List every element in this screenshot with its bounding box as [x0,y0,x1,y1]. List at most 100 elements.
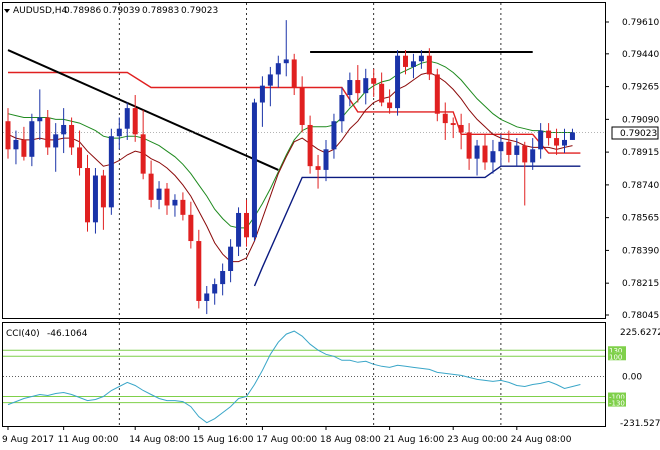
candle-body [474,145,480,159]
candle [426,48,432,81]
time-tick-label: 24 Aug 08:00 [511,435,572,445]
candle-body [108,136,114,208]
candle-body [538,130,544,150]
candle [554,128,560,155]
candle [236,207,242,257]
price-tick-label: 0.79440 [622,50,659,60]
candle [92,168,98,234]
candle-body [61,124,67,135]
candle-body [100,175,106,208]
candle-body [124,108,130,129]
fast-ma-line [7,71,573,263]
candle [410,53,416,79]
candle [569,128,575,140]
candle [498,134,504,167]
candle [156,181,162,210]
candle-body [220,271,226,285]
candle [21,126,27,161]
candle-body [13,139,19,150]
candle [100,169,106,230]
cci-scale-top: 225.6272 [620,328,660,338]
candle [132,95,138,142]
cci-level-label: 100 [609,353,622,361]
symbol-label: AUDUSD,H4 [13,6,68,16]
time-tick-label: 14 Aug 08:00 [129,435,190,445]
candle [267,66,273,107]
candle-body [228,246,234,272]
lower-channel-line [253,165,581,287]
candle [307,115,313,174]
candle-body [442,113,448,124]
candle-body [85,168,90,223]
candle-body [156,188,162,200]
candle-body [283,59,289,64]
overlay-lines [3,49,605,287]
candle-body [418,55,424,62]
time-tick-label: 9 Aug 2017 [2,435,54,445]
candle-body [21,139,27,157]
candle [514,138,520,167]
cci-level-lines [3,349,605,404]
time-tick-label: 17 Aug 00:00 [256,435,317,445]
cci-value: -46.1064 [47,329,88,339]
price-tick-label: 0.78215 [622,279,659,289]
close-value: 0.79023 [181,6,218,16]
candle-body [172,199,178,206]
candle [85,154,90,232]
current-price-marker: 0.79023 [611,126,659,140]
time-tick-label: 18 Aug 08:00 [320,435,381,445]
candle [395,50,401,116]
candle-body [347,80,353,96]
candle-body [371,78,377,84]
candle [458,113,464,150]
candle-body [164,188,170,206]
candle [13,130,19,165]
cci-level-badge [608,346,626,355]
candle [442,102,448,140]
candle [283,20,289,77]
cci-label: CCI(40) [6,329,40,339]
candle-body [212,284,218,294]
current-price-box [611,126,659,140]
price-tick-label: 0.79090 [622,115,659,125]
candle-body [403,55,408,67]
candle-body [140,134,146,174]
indicator-header: CCI(40) -46.1064 [6,329,88,339]
candle-body [514,145,520,155]
price-tick-label: 0.78045 [622,311,659,321]
candle [29,113,35,167]
candle [403,50,408,75]
candle-body [236,212,242,247]
time-tick-label: 21 Aug 16:00 [384,435,445,445]
candle [355,65,361,103]
candle [490,139,496,174]
candle-body [363,78,369,94]
candle-body [53,134,59,148]
candle-body [299,87,305,125]
candle-body [45,117,51,148]
cci-scale-zero: 0.00 [622,372,642,382]
candle-body [116,128,122,137]
price-tick-label: 0.78915 [622,148,659,158]
candle [522,141,528,206]
candle-body [132,108,138,135]
candle-body [323,149,329,170]
price-axis: 0.79610 0.79440 0.79265 0.79090 0.78915 0.787… [605,18,659,321]
candle-body [426,55,432,75]
price-tick-label: 0.78740 [622,181,659,191]
candle [466,123,472,170]
candle-body [482,145,488,163]
candle [244,199,249,247]
main-panel-frame [2,2,606,319]
candle [108,128,114,215]
candle-body [395,55,401,109]
candle-body [498,141,504,152]
candle-body [291,59,297,88]
candle [5,108,11,159]
price-tick-label: 0.78390 [622,246,659,256]
price-tick-label: 0.78565 [622,214,659,224]
candle [220,263,226,296]
collapse-triangle-icon[interactable] [4,9,10,13]
